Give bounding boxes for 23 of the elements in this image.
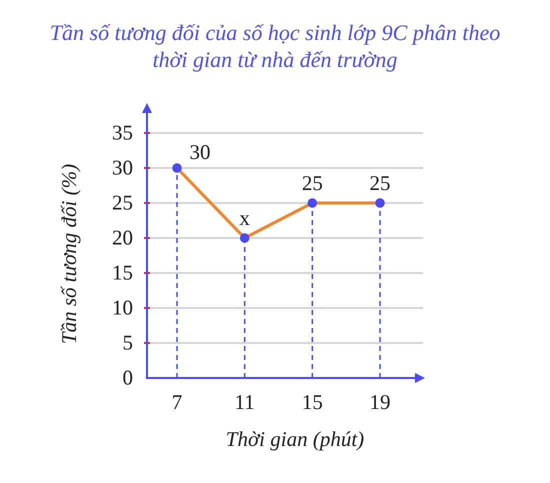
point xyxy=(375,198,385,208)
data-label: x xyxy=(239,206,250,230)
y-tick-label: 0 xyxy=(122,366,133,390)
y-axis-title: Tần số tương đối (%) xyxy=(57,164,81,344)
point xyxy=(172,163,182,173)
point xyxy=(240,233,250,243)
chart-title: Tần số tương đối của số học sinh lớp 9C phân theo thời gian từ nhà đến trường xyxy=(50,20,500,72)
y-tick-label: 25 xyxy=(112,190,133,215)
y-tick-label: 20 xyxy=(112,226,133,250)
y-tick-label: 35 xyxy=(112,120,133,145)
x-tick-label: 19 xyxy=(370,390,390,414)
x-tick-label: 11 xyxy=(234,390,255,414)
x-tick-label: 7 xyxy=(172,390,182,414)
y-tick-label: 15 xyxy=(112,260,133,285)
y-tick-label: 30 xyxy=(112,156,133,180)
x-tick-label: 15 xyxy=(302,390,323,414)
data-label: 30 xyxy=(190,140,210,164)
y-tick-label: 10 xyxy=(112,296,133,320)
data-label: 25 xyxy=(302,171,323,195)
x-axis-title: Thời gian (phút) xyxy=(226,427,364,451)
data-label: 25 xyxy=(370,171,390,195)
point xyxy=(308,198,318,208)
y-tick-label: 5 xyxy=(122,330,133,355)
